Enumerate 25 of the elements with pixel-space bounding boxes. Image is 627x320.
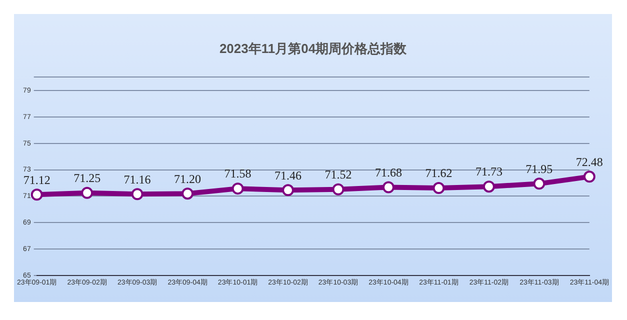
data-label: 71.46 <box>274 168 302 182</box>
chart-title: 2023年11月第04期周价格总指数 <box>218 40 408 58</box>
data-label: 71.73 <box>475 164 502 179</box>
point <box>282 184 294 196</box>
point <box>131 188 144 200</box>
point <box>332 183 344 196</box>
data-label: 71.95 <box>526 162 553 176</box>
point <box>232 182 244 195</box>
point <box>432 182 445 194</box>
point <box>533 178 546 190</box>
data-label: 71.62 <box>425 166 452 180</box>
point <box>583 170 596 183</box>
data-label: 71.12 <box>23 172 50 187</box>
data-label: 71.25 <box>74 171 101 186</box>
data-label: 71.20 <box>174 172 202 186</box>
point <box>30 188 43 201</box>
data-label: 71.52 <box>324 168 352 182</box>
data-label: 71.68 <box>374 165 402 180</box>
point <box>382 181 394 194</box>
data-label: 71.16 <box>124 172 151 186</box>
point <box>482 180 495 193</box>
point <box>182 188 194 200</box>
point <box>81 186 94 199</box>
data-label: 72.48 <box>576 154 603 169</box>
data-label: 71.58 <box>224 166 252 181</box>
